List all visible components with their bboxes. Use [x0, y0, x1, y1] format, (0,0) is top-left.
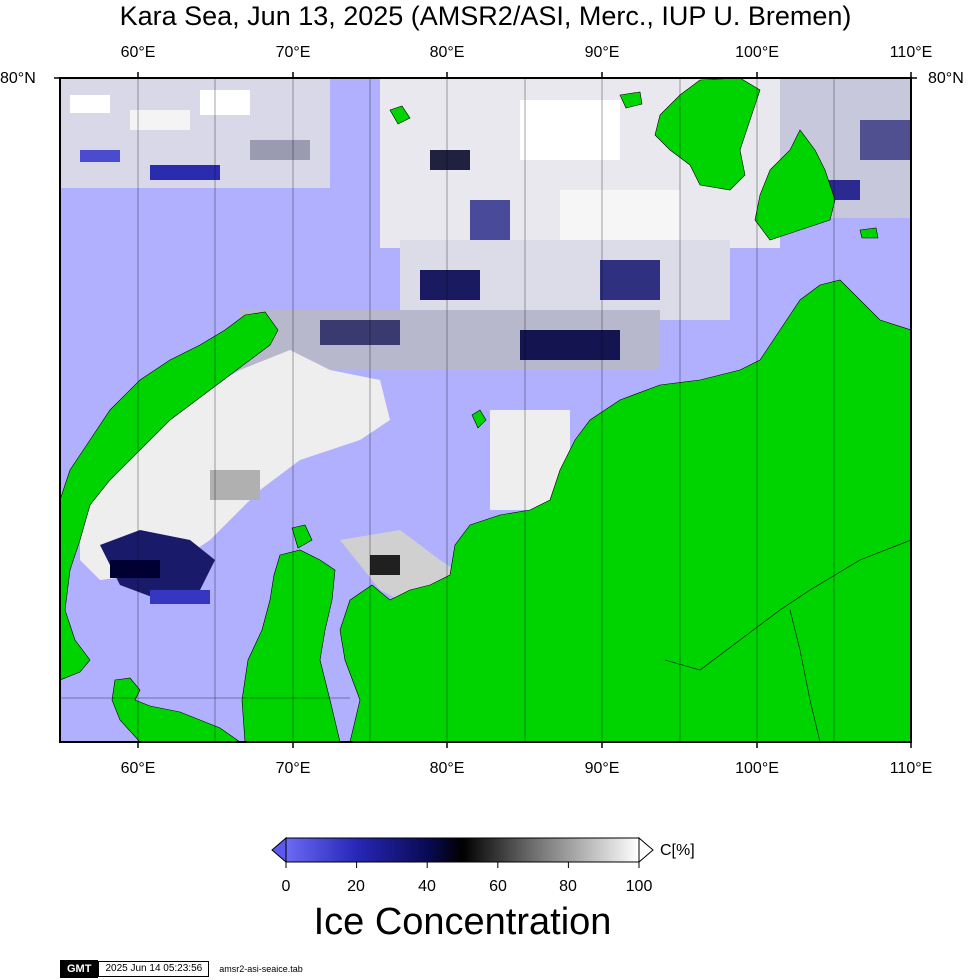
top-lon-label-70: 70°E — [275, 44, 311, 61]
sea-ice-texture — [70, 90, 911, 360]
colorbar-tick-0: 0 — [281, 878, 291, 895]
yamal-land — [241, 549, 341, 742]
frame-ticks — [54, 72, 917, 748]
island-north-east — [619, 91, 643, 109]
colorbar-title: Ice Concentration — [313, 901, 612, 943]
colorbar-tick-20: 20 — [347, 878, 365, 895]
timestamp-text: 2025 Jun 14 05:23:56 — [98, 961, 210, 977]
colorbar-unit: C[%] — [660, 842, 695, 859]
vaygach-land — [111, 677, 241, 742]
river-line — [664, 539, 911, 671]
bottom-lon-label-100: 100°E — [735, 760, 779, 777]
map-area — [60, 78, 911, 742]
top-lon-label-80: 80°E — [429, 44, 465, 61]
colorbar-tick-80: 80 — [559, 878, 577, 895]
island-ne-small — [859, 227, 879, 239]
source-filename: amsr2-asi-seaice.tab — [219, 964, 303, 974]
left-lat-label: 80°N — [0, 70, 36, 87]
sea-ice-southwest — [80, 350, 390, 604]
map-title: Kara Sea, Jun 13, 2025 (AMSR2/ASI, Merc.… — [119, 1, 852, 31]
colorbar-gradient — [285, 837, 640, 863]
right-lat-label: 80°N — [928, 70, 964, 87]
novaya-zemlya-land — [60, 311, 279, 681]
bottom-lon-label-90: 90°E — [584, 760, 620, 777]
map-frame — [59, 77, 912, 743]
bottom-lon-label-70: 70°E — [275, 760, 311, 777]
river-line-2 — [789, 609, 821, 742]
bottom-lon-label-80: 80°E — [429, 760, 465, 777]
colorbar — [271, 836, 654, 868]
island-central — [471, 409, 487, 429]
colorbar-tick-40: 40 — [418, 878, 436, 895]
colorbar-right-triangle — [638, 836, 654, 864]
top-lon-label-60: 60°E — [120, 44, 156, 61]
top-lon-label-90: 90°E — [584, 44, 620, 61]
colorbar-tick-100: 100 — [625, 878, 653, 895]
top-lon-label-110: 110°E — [889, 44, 933, 61]
island-ushakov — [389, 105, 411, 125]
bottom-lon-label-110: 110°E — [889, 760, 933, 777]
severnaya-zemlya-south-land — [754, 129, 836, 241]
colorbar-tick-60: 60 — [489, 878, 507, 895]
top-lon-label-100: 100°E — [735, 44, 779, 61]
island-bely — [291, 524, 313, 549]
severnaya-zemlya-land — [654, 78, 761, 191]
graticule — [60, 78, 835, 742]
colorbar-left-triangle — [271, 836, 287, 864]
gmt-logo: GMT — [60, 960, 99, 978]
bottom-lon-label-60: 60°E — [120, 760, 156, 777]
gmt-timestamp-stamp: GMT 2025 Jun 14 05:23:56 amsr2-asi-seaic… — [60, 960, 303, 978]
